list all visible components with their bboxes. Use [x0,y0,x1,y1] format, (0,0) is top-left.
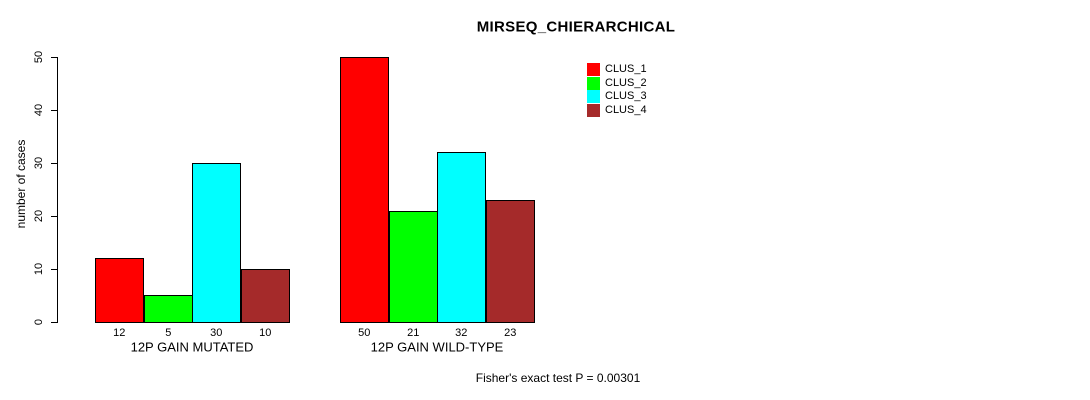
y-tick-mark [51,322,57,323]
y-tick-mark [51,216,57,217]
bar-value-label: 23 [504,327,517,339]
legend-row-clus_3: CLUS_3 [587,90,647,104]
y-tick-mark [51,57,57,58]
y-axis-label: number of cases [14,139,28,229]
bar-clus_4-group1 [241,269,290,323]
chart-title: MIRSEQ_CHIERARCHICAL [476,18,676,36]
bar-clus_1-group1 [95,258,144,323]
legend: CLUS_1 CLUS_2 CLUS_3 CLUS_4 [587,63,647,117]
bar-value-label: 21 [407,327,420,339]
legend-row-clus_2: CLUS_2 [587,76,647,91]
y-tick-label: 20 [33,209,45,223]
bar-value-label: 10 [259,327,272,339]
y-tick-label: 40 [33,103,45,117]
legend-label: CLUS_4 [605,103,647,116]
fisher-test-annotation: Fisher's exact test P = 0.00301 [475,371,641,385]
group-label: 12P GAIN WILD-TYPE [370,339,504,355]
y-tick-label: 0 [33,318,45,326]
legend-row-clus_1: CLUS_1 [587,63,647,77]
bar-clus_3-group1 [192,163,241,323]
bar-clus_4-group2 [486,200,535,323]
y-tick-mark [51,110,57,111]
legend-row-clus_4: CLUS_4 [587,103,647,118]
y-tick-mark [51,269,57,270]
y-axis-line [57,57,58,323]
y-tick-label: 10 [33,262,45,276]
bar-value-label: 30 [210,327,223,339]
legend-swatch-icon [587,90,600,104]
bar-value-label: 32 [455,327,468,339]
group-label: 12P GAIN MUTATED [130,339,254,355]
bar-value-label: 5 [165,327,172,339]
bar-clus_1-group2 [340,57,389,323]
y-tick-label: 50 [33,50,45,64]
legend-label: CLUS_2 [605,76,647,89]
bar-clus_2-group1 [144,295,193,323]
legend-label: CLUS_3 [605,90,647,103]
y-tick-label: 30 [33,156,45,170]
legend-swatch-icon [587,103,600,117]
legend-label: CLUS_1 [605,63,647,76]
y-tick-mark [51,163,57,164]
legend-swatch-icon [587,76,600,90]
legend-swatch-icon [587,63,600,77]
bar-clus_3-group2 [437,152,486,323]
bar-value-label: 12 [113,327,126,339]
bar-clus_2-group2 [389,211,438,323]
bar-value-label: 50 [358,327,371,339]
